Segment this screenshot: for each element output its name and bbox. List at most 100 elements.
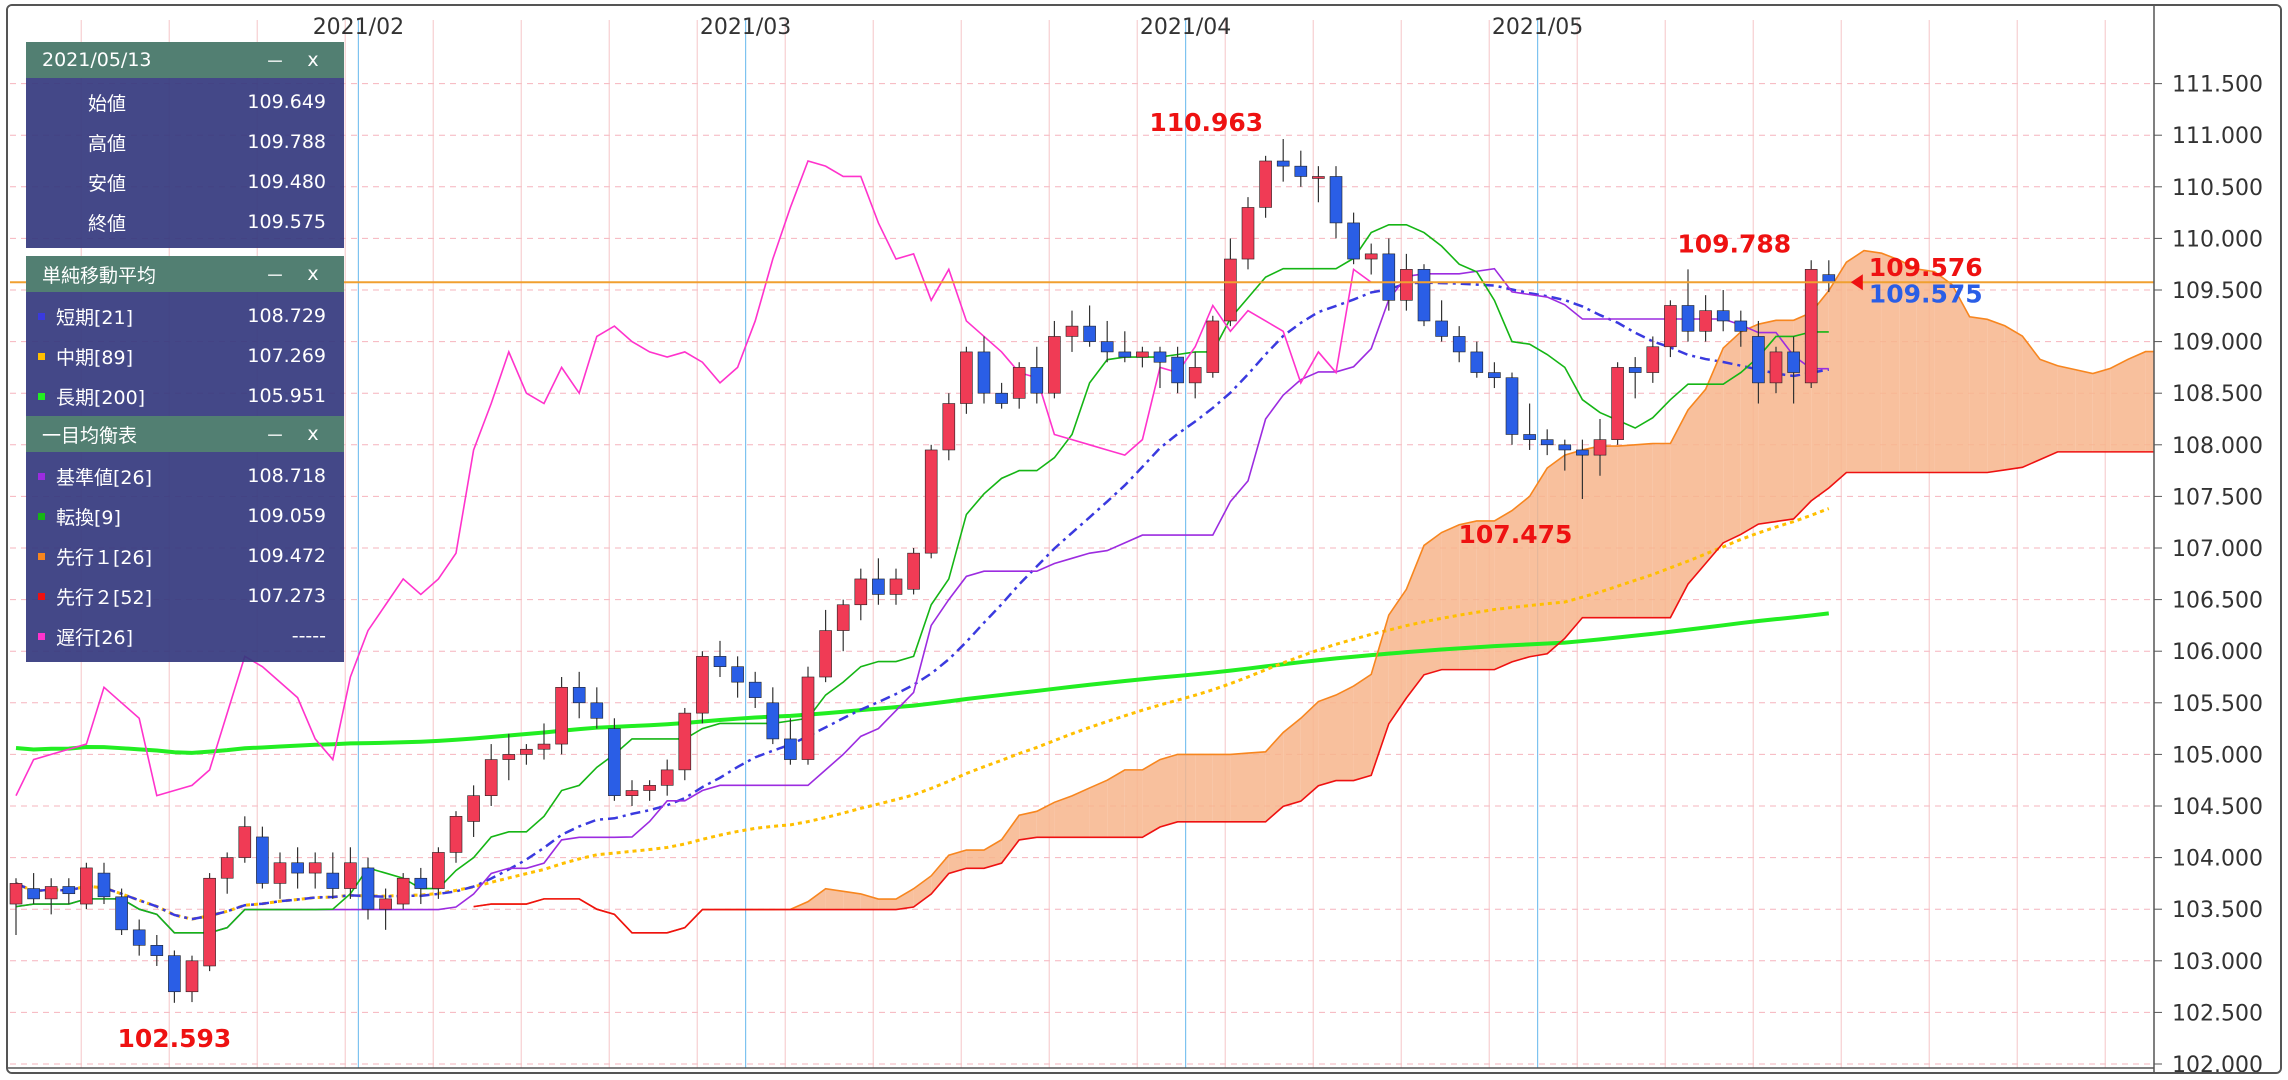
kumo-segment (2004, 325, 2023, 470)
ohlc-row: 始値 109.649 (26, 82, 344, 122)
kumo-segment (2075, 369, 2093, 452)
ichimoku-value: 109.472 (247, 545, 326, 567)
candle-body (132, 929, 146, 946)
candle-body (467, 795, 480, 822)
kumo-segment (808, 888, 826, 910)
ohlc-panel-header: 2021/05/13 － x (26, 42, 344, 78)
ichimoku-row: 遅行[26] ----- (26, 616, 344, 656)
kumo-segment (1529, 468, 1548, 657)
candle-body (1681, 305, 1695, 332)
y-tick-label: 105.000 (2172, 743, 2263, 768)
kumo-segment (1388, 589, 1407, 724)
sma-values: 短期[21] 108.729 中期[89] 107.269 長期[200] 105.951 (26, 292, 344, 422)
candle-body (784, 738, 797, 760)
ohlc-panel: 2021/05/13 － x 始値 109.649 高値 109.788 安値 109.4… (26, 42, 344, 248)
minimize-button[interactable]: － (265, 50, 285, 73)
candle-body (801, 676, 815, 760)
price-marker-label: 110.963 (1149, 108, 1263, 137)
kumo-segment (913, 875, 932, 907)
y-tick-label: 105.500 (2172, 692, 2263, 717)
close-button[interactable]: x (307, 263, 319, 285)
candle-body (625, 790, 639, 796)
kumo-segment (1019, 811, 1037, 840)
candle-body (484, 759, 498, 796)
candle-body (1153, 351, 1167, 363)
candle-body (1470, 351, 1484, 373)
kumo-segment (1899, 259, 1917, 473)
candle-body (1628, 367, 1642, 373)
legend-swatch (38, 472, 56, 480)
ohlc-value: 109.575 (247, 211, 326, 233)
candle-body (1716, 310, 1730, 322)
price-marker-label: 102.593 (117, 1024, 231, 1053)
kumo-segment (1969, 316, 1988, 473)
ichimoku-row: 基準値[26] 108.718 (26, 456, 344, 496)
kumo-segment (1424, 532, 1442, 675)
ichimoku-label: 基準値[26] (56, 466, 153, 489)
minimize-button[interactable]: － (265, 264, 285, 287)
candle-body (1787, 351, 1800, 373)
sma-panel-header: 単純移動平均 － x (26, 256, 344, 292)
candle-body (1329, 176, 1343, 224)
candle-body (1294, 165, 1308, 177)
candle-body (1136, 351, 1149, 358)
ichimoku-panel-header: 一目均衡表 － x (26, 416, 344, 452)
close-button[interactable]: x (307, 49, 319, 71)
kumo-segment (966, 850, 984, 869)
sma-value: 108.729 (247, 305, 326, 327)
candle-body (62, 886, 76, 895)
close-button[interactable]: x (307, 423, 319, 445)
candle-body (449, 816, 463, 853)
legend-swatch (38, 312, 56, 320)
candle-body (1769, 351, 1783, 384)
kumo-segment (1124, 769, 1143, 838)
kumo-segment (1617, 444, 1636, 618)
candle-body (344, 862, 357, 889)
kumo-segment (2128, 351, 2146, 452)
legend-swatch (38, 632, 56, 640)
candle-body (608, 728, 621, 796)
sma-value: 107.269 (247, 345, 326, 367)
sma-label: 短期[21] (56, 306, 134, 329)
y-tick-label: 104.000 (2172, 847, 2263, 872)
candle-body (537, 743, 551, 750)
minimize-button[interactable]: － (265, 424, 285, 447)
ichimoku-label: 転換[9] (56, 506, 121, 529)
y-tick-label: 106.000 (2172, 640, 2263, 665)
candle-body (1259, 160, 1272, 208)
y-tick-label: 103.000 (2172, 950, 2263, 975)
ichimoku-panel: 一目均衡表 － x 基準値[26] 108.718 転換[9] 109.059 先行１[… (26, 416, 344, 662)
kumo-segment (1036, 802, 1055, 838)
legend-swatch (38, 352, 56, 360)
candle-body (1505, 377, 1519, 435)
candle-body (115, 896, 128, 931)
kumo-segment (1459, 520, 1477, 670)
candle-body (1012, 367, 1026, 399)
candle-body (1206, 320, 1220, 373)
kumo-segment (1441, 524, 1460, 670)
sma-row: 短期[21] 108.729 (26, 296, 344, 336)
candlestick-chart[interactable]: 110.963102.593107.475109.788109.576109.5… (8, 6, 2282, 1074)
kumo-segment (1265, 732, 1284, 822)
ohlc-row: 安値 109.480 (26, 162, 344, 202)
ichimoku-row: 転換[9] 109.059 (26, 496, 344, 536)
legend-swatch (38, 552, 56, 560)
ma-long-line (15, 611, 1830, 755)
ma-short-line (15, 281, 1830, 921)
candle-body (203, 877, 216, 967)
kumo-segment (1406, 545, 1424, 699)
y-tick-label: 110.000 (2172, 227, 2263, 252)
kumo-segment (1864, 250, 1882, 473)
ohlc-value: 109.788 (247, 131, 326, 153)
candle-body (1030, 367, 1044, 394)
candle-body (1435, 320, 1448, 337)
candle-body (766, 702, 780, 740)
x-tick-label: 2021/03 (700, 15, 791, 40)
candle-body (1558, 444, 1572, 451)
ohlc-label: 高値 (88, 132, 127, 155)
ichimoku-label: 遅行[26] (56, 626, 134, 649)
candle-body (1382, 253, 1396, 301)
tenkan-line (15, 224, 1829, 934)
y-tick-label: 103.500 (2172, 898, 2263, 923)
ichimoku-title: 一目均衡表 (42, 424, 138, 447)
